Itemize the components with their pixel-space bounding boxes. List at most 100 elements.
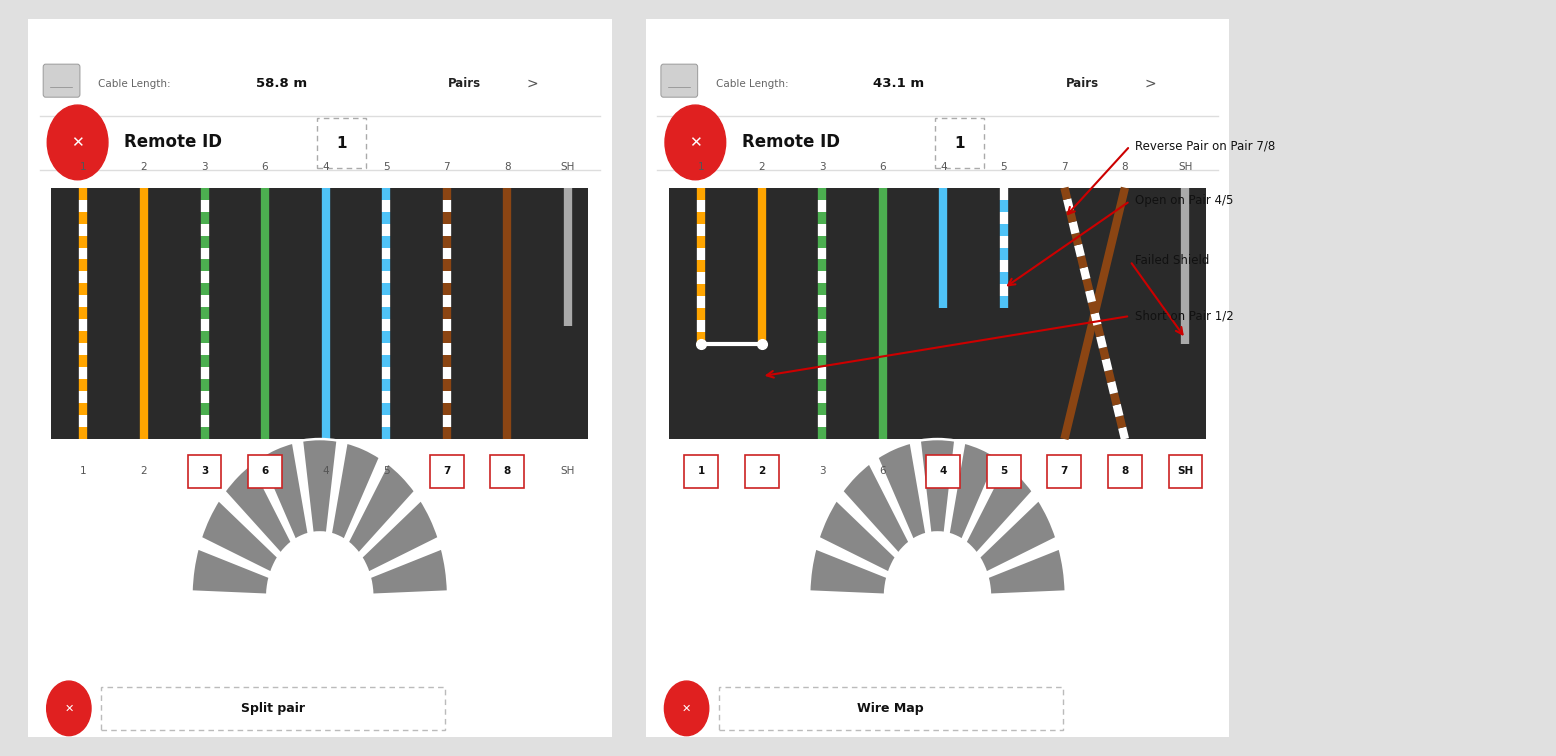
Text: 5: 5 [383,162,389,172]
Text: 5: 5 [1001,162,1007,172]
Text: 7: 7 [1061,466,1067,476]
Wedge shape [979,500,1057,573]
FancyBboxPatch shape [247,455,282,488]
FancyBboxPatch shape [44,64,79,98]
Text: Remote ID: Remote ID [124,133,223,151]
FancyBboxPatch shape [935,118,983,169]
Circle shape [47,681,90,736]
Text: 7: 7 [443,162,450,172]
Text: Cable Length:: Cable Length: [716,79,792,88]
Text: 1: 1 [336,135,347,150]
Bar [669,187,1206,439]
Text: ✕: ✕ [64,703,73,714]
Text: Open on Pair 4/5: Open on Pair 4/5 [1134,194,1234,207]
Text: 6: 6 [879,466,885,476]
Text: 43.1 m: 43.1 m [873,77,924,90]
Text: 2: 2 [758,162,766,172]
Text: Wire Map: Wire Map [857,702,924,715]
Text: 2: 2 [140,466,148,476]
FancyBboxPatch shape [490,455,524,488]
Text: SH: SH [560,162,574,172]
Wedge shape [302,439,338,533]
Text: Failed Shield: Failed Shield [1134,255,1209,268]
Text: 8: 8 [1122,162,1128,172]
FancyBboxPatch shape [745,455,778,488]
Text: 8: 8 [504,466,510,476]
Wedge shape [201,500,279,573]
Text: >: > [1145,76,1156,91]
Wedge shape [809,548,887,595]
Text: ✕: ✕ [72,135,84,150]
Text: Remote ID: Remote ID [742,133,840,151]
Wedge shape [370,548,448,595]
Text: 2: 2 [758,466,766,476]
Text: 3: 3 [818,466,826,476]
Text: Pairs: Pairs [1066,77,1099,90]
Text: 7: 7 [443,466,450,476]
Text: Reverse Pair on Pair 7/8: Reverse Pair on Pair 7/8 [1134,140,1276,153]
Text: 5: 5 [383,466,389,476]
Text: >: > [527,76,538,91]
Wedge shape [191,548,269,595]
Wedge shape [920,439,955,533]
Text: 3: 3 [201,466,209,476]
FancyBboxPatch shape [1169,455,1203,488]
Text: 6: 6 [261,162,268,172]
Wedge shape [818,500,896,573]
Text: 8: 8 [1122,466,1128,476]
FancyBboxPatch shape [661,64,697,98]
Circle shape [664,681,710,736]
Text: 3: 3 [818,162,826,172]
Text: 1: 1 [697,466,705,476]
FancyBboxPatch shape [926,455,960,488]
Text: 58.8 m: 58.8 m [255,77,307,90]
Wedge shape [347,463,415,554]
FancyBboxPatch shape [987,455,1021,488]
Text: 6: 6 [879,162,885,172]
Wedge shape [965,463,1033,554]
Wedge shape [949,442,997,540]
Text: 4: 4 [940,162,946,172]
Wedge shape [878,442,926,540]
Text: Cable Length:: Cable Length: [98,79,174,88]
FancyBboxPatch shape [22,11,618,744]
Text: 6: 6 [261,466,269,476]
Text: SH: SH [1178,162,1192,172]
FancyBboxPatch shape [719,686,1063,730]
Text: 2: 2 [140,162,148,172]
Text: ✕: ✕ [689,135,702,150]
Text: 5: 5 [1001,466,1007,476]
FancyBboxPatch shape [685,455,719,488]
Text: 4: 4 [322,466,328,476]
Text: 8: 8 [504,162,510,172]
Text: Split pair: Split pair [241,702,305,715]
Bar [51,187,588,439]
Text: 1: 1 [79,466,87,476]
Text: 1: 1 [954,135,965,150]
Wedge shape [331,442,380,540]
Text: Short on Pair 1/2: Short on Pair 1/2 [1134,309,1234,323]
Text: ✕: ✕ [682,703,691,714]
Text: SH: SH [560,466,574,476]
Text: 4: 4 [940,466,948,476]
FancyBboxPatch shape [101,686,445,730]
Circle shape [664,105,725,180]
Wedge shape [988,548,1066,595]
Text: 1: 1 [697,162,705,172]
Text: 7: 7 [1061,162,1067,172]
Wedge shape [224,463,293,554]
Circle shape [47,105,107,180]
FancyBboxPatch shape [317,118,366,169]
Text: SH: SH [1178,466,1193,476]
Text: 4: 4 [322,162,328,172]
FancyBboxPatch shape [188,455,221,488]
Wedge shape [842,463,910,554]
Text: Pairs: Pairs [448,77,481,90]
Text: 3: 3 [201,162,209,172]
Text: 1: 1 [79,162,87,172]
FancyBboxPatch shape [429,455,464,488]
FancyBboxPatch shape [1108,455,1142,488]
Wedge shape [260,442,308,540]
FancyBboxPatch shape [640,11,1235,744]
FancyBboxPatch shape [1047,455,1081,488]
